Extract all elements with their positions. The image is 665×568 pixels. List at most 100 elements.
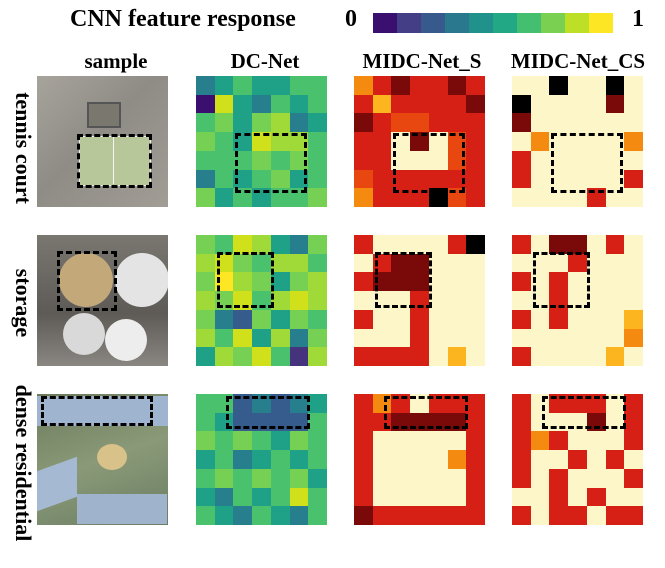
heatmap-cell — [530, 309, 550, 329]
heatmap-cell — [391, 253, 411, 273]
heatmap-cell — [605, 506, 625, 525]
heatmap-cell — [624, 347, 643, 366]
heatmap-cell — [586, 450, 606, 469]
heatmap-cell — [252, 94, 271, 114]
heatmap-cell — [624, 272, 643, 292]
heatmap-cell — [428, 487, 448, 507]
colorbar-swatch — [397, 13, 421, 33]
heatmap-cell — [252, 235, 271, 254]
heatmap-cell — [289, 94, 309, 114]
heatmap-cell — [308, 76, 327, 95]
heatmap-grid — [196, 76, 327, 207]
heatmap-cell — [624, 506, 643, 525]
heatmap-cell — [549, 431, 569, 451]
heatmap-cell — [270, 253, 290, 273]
heatmap-cell — [270, 450, 290, 469]
heatmap-cell — [512, 291, 531, 310]
heatmap-cell — [196, 113, 215, 133]
heatmap-cell — [447, 94, 467, 114]
heatmap-cell — [466, 394, 485, 413]
heatmap-cell — [605, 309, 625, 329]
heatmap-cell — [233, 132, 253, 151]
heatmap-cell — [196, 253, 215, 273]
heatmap-cell — [512, 412, 531, 432]
heatmap-cell — [568, 468, 587, 488]
heatmap-cell — [233, 347, 253, 366]
heatmap-cell — [289, 347, 309, 366]
heatmap-cell — [549, 235, 569, 254]
heatmap-cell — [308, 113, 327, 133]
heatmap-cell — [354, 309, 373, 329]
heatmap-cell — [196, 188, 215, 207]
heatmap-cell — [530, 188, 550, 207]
heatmap-cell — [354, 169, 373, 189]
heatmap-cell — [586, 272, 606, 292]
heatmap-cell — [308, 253, 327, 273]
heatmap-cell — [466, 188, 485, 207]
heatmap-cell — [270, 132, 290, 151]
heatmap-cell — [372, 132, 392, 151]
heatmap-cell — [214, 347, 234, 366]
midcnet-s-map-tennis-court — [354, 76, 485, 207]
heatmap-cell — [512, 272, 531, 292]
heatmap-cell — [530, 450, 550, 469]
heatmap-cell — [447, 291, 467, 310]
heatmap-cell — [410, 113, 429, 133]
heatmap-cell — [530, 347, 550, 366]
heatmap-cell — [428, 291, 448, 310]
heatmap-cell — [308, 188, 327, 207]
heatmap-cell — [428, 309, 448, 329]
heatmap-cell — [466, 76, 485, 95]
heatmap-cell — [624, 235, 643, 254]
heatmap-cell — [289, 113, 309, 133]
heatmap-cell — [568, 253, 587, 273]
heatmap-cell — [605, 253, 625, 273]
roi-box — [77, 134, 152, 188]
heatmap-cell — [289, 150, 309, 170]
heatmap-cell — [410, 468, 429, 488]
heatmap-cell — [270, 506, 290, 525]
midcnet-cs-map-dense-residential — [512, 394, 643, 525]
heatmap-cell — [354, 468, 373, 488]
heatmap-cell — [252, 431, 271, 451]
heatmap-cell — [308, 412, 327, 432]
heatmap-cell — [270, 468, 290, 488]
heatmap-cell — [586, 468, 606, 488]
heatmap-cell — [270, 113, 290, 133]
heatmap-cell — [428, 76, 448, 95]
heatmap-cell — [624, 150, 643, 170]
heatmap-cell — [308, 132, 327, 151]
heatmap-cell — [605, 113, 625, 133]
heatmap-cell — [549, 347, 569, 366]
heatmap-cell — [308, 94, 327, 114]
heatmap-cell — [391, 431, 411, 451]
heatmap-cell — [354, 132, 373, 151]
heatmap-cell — [512, 94, 531, 114]
heatmap-cell — [605, 235, 625, 254]
heatmap-cell — [372, 328, 392, 348]
heatmap-cell — [270, 150, 290, 170]
heatmap-cell — [568, 94, 587, 114]
heatmap-cell — [233, 431, 253, 451]
heatmap-cell — [410, 169, 429, 189]
heatmap-cell — [354, 347, 373, 366]
heatmap-cell — [372, 431, 392, 451]
heatmap-cell — [391, 94, 411, 114]
heatmap-cell — [372, 309, 392, 329]
heatmap-cell — [512, 188, 531, 207]
heatmap-cell — [428, 94, 448, 114]
heatmap-grid — [512, 76, 643, 207]
heatmap-cell — [568, 169, 587, 189]
heatmap-cell — [391, 328, 411, 348]
heatmap-cell — [549, 468, 569, 488]
heatmap-cell — [372, 150, 392, 170]
heatmap-cell — [624, 328, 643, 348]
heatmap-cell — [624, 132, 643, 151]
heatmap-cell — [233, 169, 253, 189]
heatmap-cell — [466, 253, 485, 273]
heatmap-cell — [447, 468, 467, 488]
heatmap-cell — [568, 235, 587, 254]
heatmap-cell — [568, 328, 587, 348]
heatmap-cell — [447, 328, 467, 348]
heatmap-cell — [549, 94, 569, 114]
